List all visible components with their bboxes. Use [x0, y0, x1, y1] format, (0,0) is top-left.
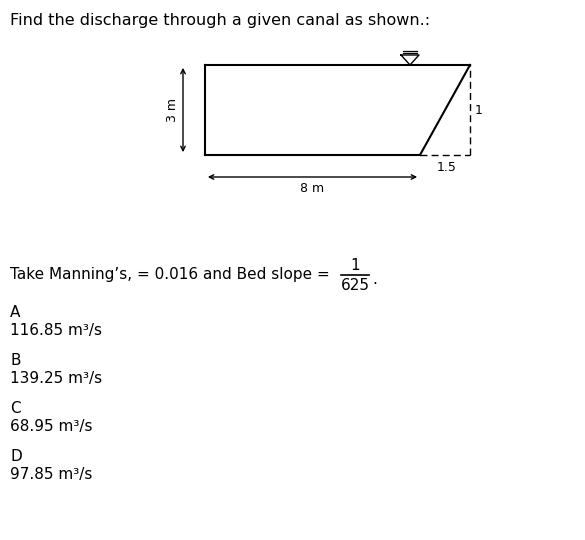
Text: Take Manning’s, = 0.016 and Bed slope =: Take Manning’s, = 0.016 and Bed slope = [10, 267, 335, 282]
Text: A: A [10, 305, 20, 320]
Text: B: B [10, 353, 20, 368]
Text: 116.85 m³/s: 116.85 m³/s [10, 323, 102, 338]
Text: C: C [10, 401, 20, 416]
Text: 3 m: 3 m [166, 98, 179, 122]
Text: .: . [372, 272, 377, 287]
Text: 68.95 m³/s: 68.95 m³/s [10, 419, 92, 434]
Text: D: D [10, 449, 22, 464]
Text: 139.25 m³/s: 139.25 m³/s [10, 371, 102, 386]
Text: 8 m: 8 m [301, 182, 325, 195]
Text: 1: 1 [350, 258, 360, 273]
Text: 625: 625 [340, 279, 370, 294]
Text: 1: 1 [475, 104, 483, 117]
Text: 97.85 m³/s: 97.85 m³/s [10, 467, 92, 482]
Text: 1.5: 1.5 [437, 161, 457, 174]
Text: Find the discharge through a given canal as shown.:: Find the discharge through a given canal… [10, 13, 430, 28]
